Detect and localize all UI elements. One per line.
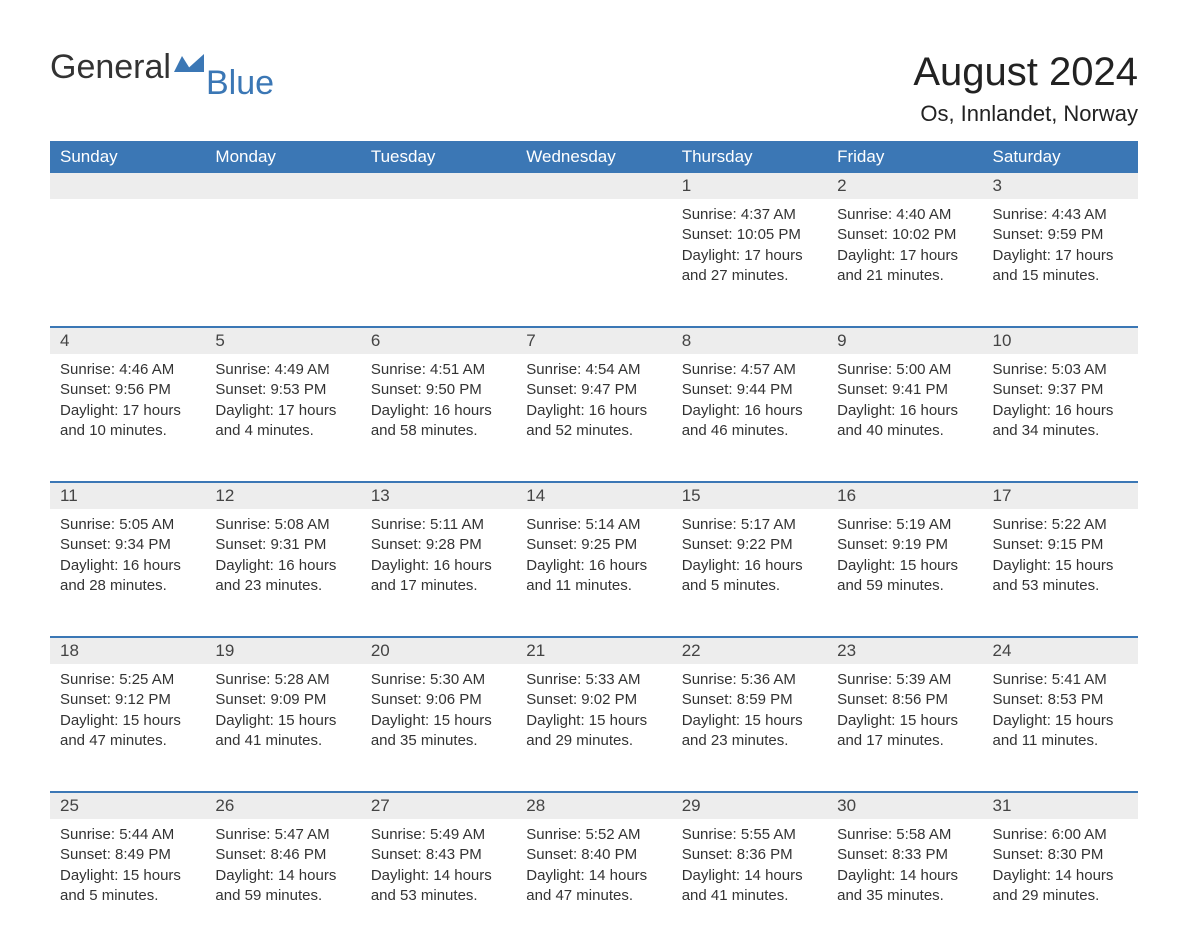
day-number: 2 (827, 173, 982, 199)
day-number: 8 (672, 328, 827, 354)
day-content (361, 199, 516, 215)
day-content: Sunrise: 4:54 AMSunset: 9:47 PMDaylight:… (516, 354, 671, 451)
daynum-row: 123 (50, 173, 1138, 199)
calendar-body: 123Sunrise: 4:37 AMSunset: 10:05 PMDayli… (50, 173, 1138, 947)
weekday-header-row: Sunday Monday Tuesday Wednesday Thursday… (50, 141, 1138, 173)
day-content (205, 199, 360, 215)
day-number: 5 (205, 328, 360, 354)
day-content: Sunrise: 5:30 AMSunset: 9:06 PMDaylight:… (361, 664, 516, 761)
day-number: 23 (827, 638, 982, 664)
day-content: Sunrise: 5:03 AMSunset: 9:37 PMDaylight:… (983, 354, 1138, 451)
page-title: August 2024 (913, 50, 1138, 95)
day-number: 6 (361, 328, 516, 354)
daynum-row: 25262728293031 (50, 792, 1138, 819)
day-number: 15 (672, 483, 827, 509)
daynum-row: 45678910 (50, 327, 1138, 354)
day-number: 25 (50, 793, 205, 819)
weekday-header: Saturday (983, 141, 1138, 173)
logo-text-2: Blue (206, 66, 274, 100)
day-number: 4 (50, 328, 205, 354)
day-content: Sunrise: 5:36 AMSunset: 8:59 PMDaylight:… (672, 664, 827, 761)
day-number (50, 173, 205, 199)
day-number: 17 (983, 483, 1138, 509)
weekday-header: Sunday (50, 141, 205, 173)
day-content: Sunrise: 5:33 AMSunset: 9:02 PMDaylight:… (516, 664, 671, 761)
day-content (50, 199, 205, 215)
day-number: 21 (516, 638, 671, 664)
day-number: 27 (361, 793, 516, 819)
day-number: 1 (672, 173, 827, 199)
day-number: 7 (516, 328, 671, 354)
day-content: Sunrise: 5:14 AMSunset: 9:25 PMDaylight:… (516, 509, 671, 606)
day-number: 18 (50, 638, 205, 664)
day-number: 13 (361, 483, 516, 509)
day-number: 19 (205, 638, 360, 664)
day-content-row: Sunrise: 4:37 AMSunset: 10:05 PMDaylight… (50, 199, 1138, 327)
day-content (516, 199, 671, 215)
day-content: Sunrise: 4:40 AMSunset: 10:02 PMDaylight… (827, 199, 982, 296)
weekday-header: Thursday (672, 141, 827, 173)
day-number: 30 (827, 793, 982, 819)
day-content: Sunrise: 5:05 AMSunset: 9:34 PMDaylight:… (50, 509, 205, 606)
day-number: 9 (827, 328, 982, 354)
day-number: 20 (361, 638, 516, 664)
logo-flag-icon (174, 44, 204, 78)
calendar-table: Sunday Monday Tuesday Wednesday Thursday… (50, 141, 1138, 947)
day-number (361, 173, 516, 199)
day-number: 12 (205, 483, 360, 509)
day-number (516, 173, 671, 199)
header: General Blue August 2024 Os, Innlandet, … (50, 50, 1138, 127)
day-number: 3 (983, 173, 1138, 199)
day-content: Sunrise: 4:37 AMSunset: 10:05 PMDaylight… (672, 199, 827, 296)
day-content: Sunrise: 5:58 AMSunset: 8:33 PMDaylight:… (827, 819, 982, 916)
day-content: Sunrise: 5:19 AMSunset: 9:19 PMDaylight:… (827, 509, 982, 606)
day-content: Sunrise: 4:49 AMSunset: 9:53 PMDaylight:… (205, 354, 360, 451)
day-content: Sunrise: 5:49 AMSunset: 8:43 PMDaylight:… (361, 819, 516, 916)
day-content: Sunrise: 4:46 AMSunset: 9:56 PMDaylight:… (50, 354, 205, 451)
daynum-row: 18192021222324 (50, 637, 1138, 664)
day-content: Sunrise: 5:47 AMSunset: 8:46 PMDaylight:… (205, 819, 360, 916)
title-block: August 2024 Os, Innlandet, Norway (913, 50, 1138, 127)
weekday-header: Tuesday (361, 141, 516, 173)
daynum-row: 11121314151617 (50, 482, 1138, 509)
day-content: Sunrise: 5:08 AMSunset: 9:31 PMDaylight:… (205, 509, 360, 606)
day-content: Sunrise: 6:00 AMSunset: 8:30 PMDaylight:… (983, 819, 1138, 916)
day-content: Sunrise: 5:39 AMSunset: 8:56 PMDaylight:… (827, 664, 982, 761)
day-number: 11 (50, 483, 205, 509)
day-content: Sunrise: 5:22 AMSunset: 9:15 PMDaylight:… (983, 509, 1138, 606)
weekday-header: Friday (827, 141, 982, 173)
page-subtitle: Os, Innlandet, Norway (913, 101, 1138, 127)
day-number: 22 (672, 638, 827, 664)
day-content-row: Sunrise: 5:25 AMSunset: 9:12 PMDaylight:… (50, 664, 1138, 792)
day-number (205, 173, 360, 199)
day-content: Sunrise: 5:11 AMSunset: 9:28 PMDaylight:… (361, 509, 516, 606)
day-number: 29 (672, 793, 827, 819)
day-content: Sunrise: 4:57 AMSunset: 9:44 PMDaylight:… (672, 354, 827, 451)
day-number: 14 (516, 483, 671, 509)
day-content: Sunrise: 5:00 AMSunset: 9:41 PMDaylight:… (827, 354, 982, 451)
logo: General Blue (50, 50, 274, 84)
day-content: Sunrise: 4:51 AMSunset: 9:50 PMDaylight:… (361, 354, 516, 451)
day-content: Sunrise: 4:43 AMSunset: 9:59 PMDaylight:… (983, 199, 1138, 296)
day-content: Sunrise: 5:17 AMSunset: 9:22 PMDaylight:… (672, 509, 827, 606)
day-number: 28 (516, 793, 671, 819)
day-content: Sunrise: 5:41 AMSunset: 8:53 PMDaylight:… (983, 664, 1138, 761)
day-number: 10 (983, 328, 1138, 354)
weekday-header: Wednesday (516, 141, 671, 173)
weekday-header: Monday (205, 141, 360, 173)
day-content: Sunrise: 5:52 AMSunset: 8:40 PMDaylight:… (516, 819, 671, 916)
day-content-row: Sunrise: 5:44 AMSunset: 8:49 PMDaylight:… (50, 819, 1138, 947)
logo-text-1: General (50, 50, 171, 84)
day-content: Sunrise: 5:44 AMSunset: 8:49 PMDaylight:… (50, 819, 205, 916)
day-content-row: Sunrise: 5:05 AMSunset: 9:34 PMDaylight:… (50, 509, 1138, 637)
day-content: Sunrise: 5:25 AMSunset: 9:12 PMDaylight:… (50, 664, 205, 761)
day-number: 24 (983, 638, 1138, 664)
day-content: Sunrise: 5:55 AMSunset: 8:36 PMDaylight:… (672, 819, 827, 916)
day-number: 26 (205, 793, 360, 819)
day-number: 31 (983, 793, 1138, 819)
day-number: 16 (827, 483, 982, 509)
day-content: Sunrise: 5:28 AMSunset: 9:09 PMDaylight:… (205, 664, 360, 761)
day-content-row: Sunrise: 4:46 AMSunset: 9:56 PMDaylight:… (50, 354, 1138, 482)
